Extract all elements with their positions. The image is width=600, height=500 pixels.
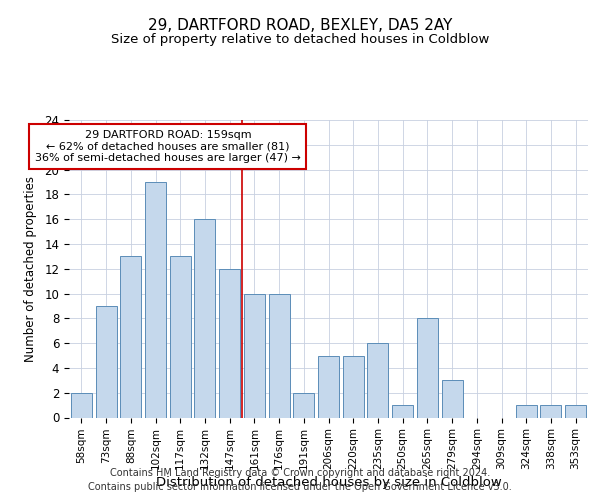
Text: Size of property relative to detached houses in Coldblow: Size of property relative to detached ho… [111,32,489,46]
Bar [367,343,388,417]
Bar [516,405,537,417]
Bar [541,405,562,417]
Bar [194,219,215,418]
Text: 29 DARTFORD ROAD: 159sqm
← 62% of detached houses are smaller (81)
36% of semi-d: 29 DARTFORD ROAD: 159sqm ← 62% of detach… [35,130,301,163]
Text: 29, DARTFORD ROAD, BEXLEY, DA5 2AY: 29, DARTFORD ROAD, BEXLEY, DA5 2AY [148,18,452,32]
Bar [269,294,290,418]
Bar [442,380,463,418]
Bar [293,392,314,417]
Bar [95,306,116,418]
Bar [219,269,240,418]
Bar [170,256,191,418]
X-axis label: Distribution of detached houses by size in Coldblow: Distribution of detached houses by size … [155,476,502,490]
Bar [417,318,438,418]
Text: Contains public sector information licensed under the Open Government Licence v3: Contains public sector information licen… [88,482,512,492]
Bar [145,182,166,418]
Text: Contains HM Land Registry data © Crown copyright and database right 2024.: Contains HM Land Registry data © Crown c… [110,468,490,477]
Bar [120,256,141,418]
Bar [244,294,265,418]
Bar [392,405,413,417]
Y-axis label: Number of detached properties: Number of detached properties [25,176,37,362]
Bar [318,356,339,418]
Bar [565,405,586,417]
Bar [343,356,364,418]
Bar [71,392,92,417]
